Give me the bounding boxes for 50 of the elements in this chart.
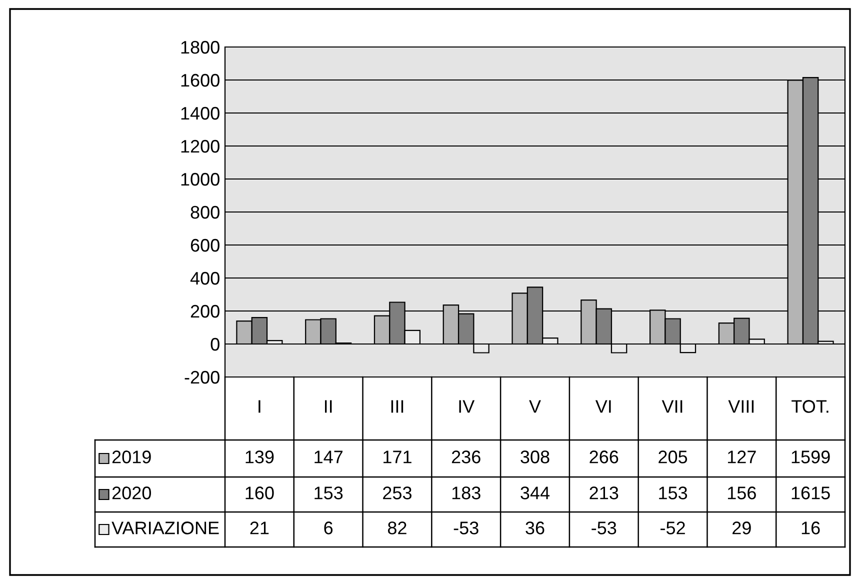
y-tick-label: -200 xyxy=(184,370,220,384)
data-label: 308 xyxy=(520,450,550,464)
data-label: 344 xyxy=(520,486,550,500)
y-tick-label: 400 xyxy=(190,272,220,285)
x-tick-label: II xyxy=(324,400,332,413)
data-label: -52 xyxy=(660,522,685,534)
data-label: -53 xyxy=(592,522,616,534)
data-label: 213 xyxy=(590,486,618,500)
data-label: 29 xyxy=(732,522,751,534)
legend-label: 2020 xyxy=(112,486,151,500)
y-tick-label: 0 xyxy=(210,338,220,351)
data-label: 183 xyxy=(452,486,480,500)
y-tick-label: 800 xyxy=(190,206,220,219)
data-label: 153 xyxy=(314,486,343,500)
x-tick-label: III xyxy=(391,400,404,413)
y-tick-label: 600 xyxy=(190,238,220,252)
data-label: 21 xyxy=(250,522,269,534)
data-label: 127 xyxy=(728,450,756,464)
y-tick-label: 1800 xyxy=(181,40,220,54)
x-tick-label: VI xyxy=(595,400,611,413)
data-label: 6 xyxy=(324,522,333,534)
x-tick-label: VII xyxy=(662,400,682,413)
data-label: 16 xyxy=(802,522,820,534)
x-tick-label: IV xyxy=(459,400,475,413)
y-tick-label: 1600 xyxy=(181,74,220,87)
data-label: 156 xyxy=(728,486,756,500)
data-label: 205 xyxy=(658,450,688,464)
x-tick-label: V xyxy=(529,400,541,413)
x-tick-label: TOT. xyxy=(792,400,828,413)
data-label: 236 xyxy=(452,450,480,464)
data-label: 147 xyxy=(314,450,342,464)
data-label: 36 xyxy=(526,522,544,534)
data-label: 139 xyxy=(246,450,274,464)
data-label: 1599 xyxy=(792,450,830,464)
data-label: 171 xyxy=(384,450,412,464)
legend-label: VARIAZIONE xyxy=(112,522,219,534)
data-label: 82 xyxy=(388,522,406,534)
y-tick-label: 200 xyxy=(190,304,220,318)
x-tick-label: VIII xyxy=(728,400,754,413)
y-tick-label: 1000 xyxy=(181,172,220,186)
y-tick-label: 1200 xyxy=(181,140,220,153)
x-tick-label: I xyxy=(258,400,260,413)
legend-label: 2019 xyxy=(112,450,151,464)
data-label: 153 xyxy=(659,486,688,500)
data-label: 253 xyxy=(383,486,412,500)
data-label: 266 xyxy=(590,450,618,464)
data-label: 1615 xyxy=(792,486,830,500)
y-tick-label: 1400 xyxy=(181,106,220,120)
data-label: 160 xyxy=(246,486,274,500)
data-label: -53 xyxy=(454,522,478,534)
